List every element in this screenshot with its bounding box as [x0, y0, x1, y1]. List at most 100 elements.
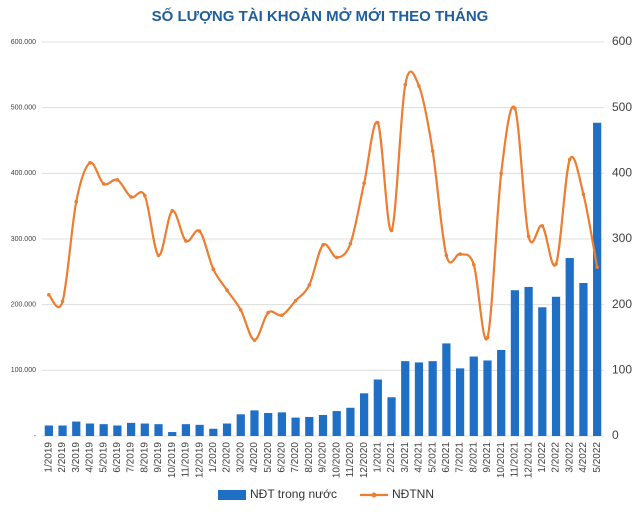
line-marker — [143, 193, 147, 198]
x-tick-label: 7/2021 — [455, 442, 466, 473]
bar — [360, 393, 369, 436]
y-tick-label: 600.000 — [11, 39, 36, 46]
line-marker — [307, 283, 312, 287]
line-marker — [184, 239, 188, 243]
x-tick-label: 11/2020 — [345, 442, 356, 478]
line-marker — [225, 288, 229, 293]
bar — [236, 414, 245, 436]
x-tick-label: 3/2022 — [564, 442, 575, 473]
x-tick-label: 12/2019 — [194, 442, 205, 479]
x-tick-label: 8/2021 — [468, 442, 479, 473]
line-marker — [403, 82, 408, 87]
legend-swatch — [371, 492, 377, 498]
x-tick-label: 5/2021 — [427, 442, 438, 473]
line-marker — [74, 199, 79, 204]
bar — [305, 416, 314, 436]
x-tick-label: 11/2019 — [181, 442, 192, 478]
x-tick-label: 9/2021 — [482, 442, 493, 473]
bar — [469, 356, 478, 436]
bar — [346, 407, 355, 436]
bar — [126, 422, 136, 436]
y2-tick-label: 0 — [612, 428, 619, 442]
legend-label: NĐT trong nước — [250, 487, 337, 501]
x-tick-label: 9/2020 — [318, 442, 329, 473]
bar — [483, 360, 492, 436]
y2-tick-label: 600 — [612, 34, 632, 48]
line-marker — [526, 234, 531, 239]
line-marker — [170, 208, 175, 213]
line-marker — [554, 262, 558, 266]
x-tick-label: 5/2019 — [98, 442, 109, 473]
x-tick-label: 11/2021 — [510, 442, 521, 478]
bar — [510, 290, 520, 436]
x-tick-label: 4/2020 — [249, 442, 260, 473]
line-marker — [444, 253, 449, 258]
bar — [264, 413, 273, 436]
line-marker — [458, 252, 462, 256]
line-marker — [47, 293, 51, 297]
y2-tick-label: 300 — [612, 231, 632, 245]
bar — [72, 421, 81, 436]
x-tick-label: 6/2020 — [277, 442, 288, 473]
y-tick-label: 200.000 — [11, 302, 36, 309]
x-tick-label: 2/2021 — [386, 442, 397, 473]
line-marker — [266, 310, 270, 315]
x-tick-label: 8/2020 — [304, 442, 315, 473]
bar — [455, 368, 465, 436]
line-marker — [540, 224, 545, 228]
y-tick-label: 400.000 — [11, 170, 36, 177]
line-marker — [499, 171, 503, 176]
line-marker — [321, 243, 325, 247]
y-tick-label: 100.000 — [11, 367, 36, 374]
bar — [277, 412, 286, 436]
y-tick-label: 300.000 — [11, 236, 36, 243]
line-marker — [471, 262, 476, 267]
bar — [250, 410, 259, 436]
line-marker — [513, 106, 517, 111]
x-tick-label: 8/2019 — [139, 442, 150, 473]
bar — [222, 423, 232, 436]
x-tick-label: 10/2019 — [167, 442, 178, 479]
line-marker — [389, 228, 394, 233]
line-marker — [376, 120, 380, 125]
chart-title: SỐ LƯỢNG TÀI KHOẢN MỞ MỚI THEO THÁNG — [152, 7, 489, 25]
line-marker — [88, 161, 92, 165]
bar — [113, 425, 122, 436]
legend-label: NĐTNN — [392, 487, 434, 501]
bar — [291, 417, 300, 436]
x-tick-label: 12/2021 — [523, 442, 534, 479]
line-marker — [485, 335, 490, 340]
line-marker — [362, 181, 366, 185]
y-tick-label: 500.000 — [11, 105, 36, 112]
x-tick-label: 5/2020 — [263, 442, 274, 473]
x-tick-label: 9/2019 — [153, 442, 164, 473]
x-tick-label: 10/2020 — [331, 442, 342, 479]
bar — [565, 258, 574, 436]
y2-tick-label: 200 — [612, 297, 632, 311]
line-marker — [430, 149, 435, 153]
bar — [579, 282, 588, 436]
y2-tick-label: 100 — [612, 363, 632, 377]
x-tick-label: 1/2022 — [537, 442, 548, 473]
line-marker — [334, 255, 339, 260]
bar — [195, 424, 204, 436]
bar — [44, 425, 53, 436]
x-tick-label: 7/2019 — [126, 442, 137, 473]
bar — [442, 343, 451, 436]
x-tick-label: 12/2020 — [359, 442, 370, 479]
x-tick-label: 1/2019 — [43, 442, 54, 473]
x-tick-label: 5/2022 — [592, 442, 603, 473]
x-tick-label: 4/2022 — [578, 442, 589, 473]
line-marker — [567, 157, 572, 162]
bar — [538, 307, 547, 436]
bar — [524, 286, 533, 436]
bar — [209, 428, 218, 436]
line-marker — [211, 267, 216, 272]
bar — [551, 296, 561, 436]
line-marker — [348, 241, 353, 246]
line-marker — [156, 253, 161, 258]
x-tick-label: 3/2021 — [400, 442, 411, 473]
x-tick-label: 2/2020 — [222, 442, 233, 473]
bar — [99, 424, 108, 436]
